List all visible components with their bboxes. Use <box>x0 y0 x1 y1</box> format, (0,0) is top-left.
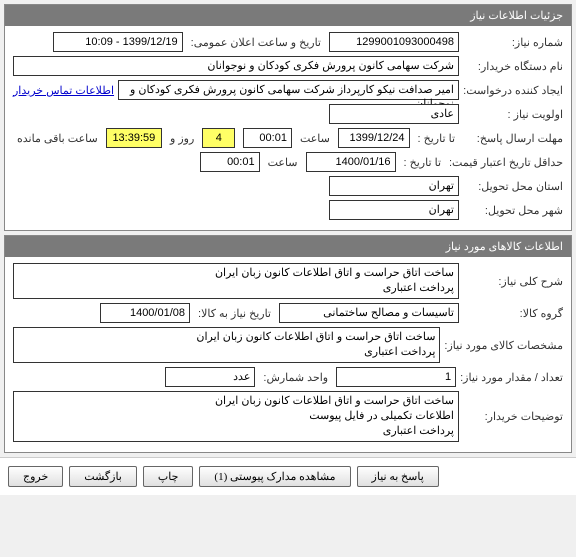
min-credit-time-field: 00:01 <box>200 152 260 172</box>
days-remaining-field: 4 <box>202 128 235 148</box>
spec-field: ساخت اتاق حراست و اتاق اطلاعات کانون زبا… <box>13 327 440 363</box>
days-label: روز و <box>166 132 198 145</box>
min-credit-label: حداقل تاریخ اعتبار قیمت: <box>449 156 563 169</box>
need-details-panel: جزئیات اطلاعات نیاز شماره نیاز: 12990010… <box>4 4 572 231</box>
spec-label: مشخصات کالای مورد نیاز: <box>444 339 563 352</box>
general-desc-field: ساخت اتاق حراست و اتاق اطلاعات کانون زبا… <box>13 263 459 299</box>
reply-button[interactable]: پاسخ به نیاز <box>357 466 439 487</box>
deliver-city-label: شهر محل تحویل: <box>463 204 563 217</box>
goods-info-panel: اطلاعات کالاهای مورد نیاز شرح کلی نیاز: … <box>4 235 572 453</box>
buyer-label: نام دستگاه خریدار: <box>463 60 563 73</box>
goods-group-field: تاسیسات و مصالح ساختمانی <box>279 303 459 323</box>
announce-label: تاریخ و ساعت اعلان عمومی: <box>187 36 325 49</box>
need-number-label: شماره نیاز: <box>463 36 563 49</box>
general-desc-label: شرح کلی نیاز: <box>463 275 563 288</box>
unit-field: عدد <box>165 367 255 387</box>
button-bar: پاسخ به نیاز مشاهده مدارک پیوستی (1) چاپ… <box>0 457 576 495</box>
deliver-city-field: تهران <box>329 200 459 220</box>
contact-link[interactable]: اطلاعات تماس خریدار <box>13 84 114 97</box>
need-by-label: تاریخ نیاز به کالا: <box>194 307 275 320</box>
min-credit-date-field: 1400/01/16 <box>306 152 396 172</box>
exit-button[interactable]: خروج <box>8 466 63 487</box>
panel2-title: اطلاعات کالاهای مورد نیاز <box>5 236 571 257</box>
print-button[interactable]: چاپ <box>143 466 194 487</box>
time-label-1: ساعت <box>296 132 334 145</box>
until-label: تا تاریخ : <box>414 132 459 145</box>
back-button[interactable]: بازگشت <box>69 466 137 487</box>
deadline-label: مهلت ارسال پاسخ: <box>463 132 563 145</box>
remain-label: ساعت باقی مانده <box>13 132 102 145</box>
priority-field: عادی <box>329 104 459 124</box>
unit-label: واحد شمارش: <box>259 371 332 384</box>
time-label-2: ساعت <box>264 156 302 169</box>
buyer-field: شرکت سهامی کانون پرورش فکری کودکان و نوج… <box>13 56 459 76</box>
priority-label: اولویت نیاز : <box>463 108 563 121</box>
attachments-button[interactable]: مشاهده مدارک پیوستی (1) <box>199 466 350 487</box>
need-number-field: 1299001093000498 <box>329 32 459 52</box>
creator-label: ایجاد کننده درخواست: <box>463 84 563 97</box>
buyer-notes-label: توضیحات خریدار: <box>463 410 563 423</box>
creator-field: امیر صدافت نیکو کارپرداز شرکت سهامی کانو… <box>118 80 459 100</box>
panel1-title: جزئیات اطلاعات نیاز <box>5 5 571 26</box>
countdown-field: 13:39:59 <box>106 128 162 148</box>
qty-label: تعداد / مقدار مورد نیاز: <box>460 371 563 384</box>
buyer-notes-field: ساخت اتاق حراست و اتاق اطلاعات کانون زبا… <box>13 391 459 442</box>
min-credit-until: تا تاریخ : <box>400 156 445 169</box>
qty-field: 1 <box>336 367 456 387</box>
goods-group-label: گروه کالا: <box>463 307 563 320</box>
deliver-province-label: استان محل تحویل: <box>463 180 563 193</box>
deadline-date-field: 1399/12/24 <box>338 128 410 148</box>
announce-field: 1399/12/19 - 10:09 <box>53 32 183 52</box>
deadline-time-field: 00:01 <box>243 128 292 148</box>
deliver-province-field: تهران <box>329 176 459 196</box>
need-by-field: 1400/01/08 <box>100 303 190 323</box>
